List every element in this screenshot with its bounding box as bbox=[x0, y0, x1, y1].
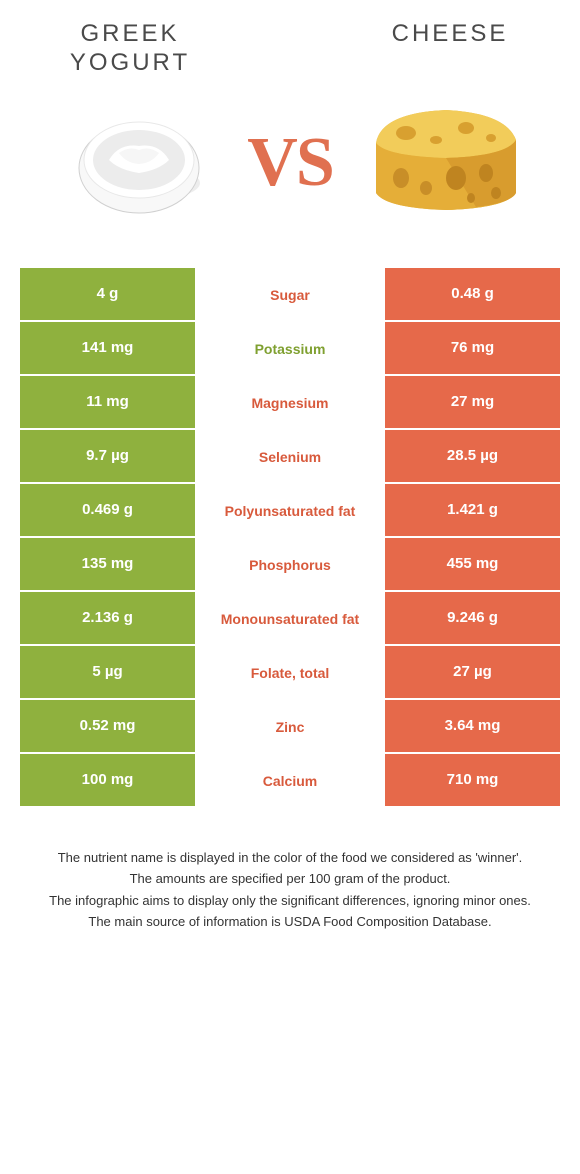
nutrient-label: Folate, total bbox=[195, 646, 385, 700]
right-value: 710 mg bbox=[385, 754, 560, 808]
table-row: 135 mgPhosphorus455 mg bbox=[20, 538, 560, 592]
nutrient-label: Selenium bbox=[195, 430, 385, 484]
footnote-line: The amounts are specified per 100 gram o… bbox=[30, 869, 550, 889]
table-row: 0.469 gPolyunsaturated fat1.421 g bbox=[20, 484, 560, 538]
hero-row: VS bbox=[0, 78, 580, 268]
nutrient-label: Phosphorus bbox=[195, 538, 385, 592]
left-value: 0.52 mg bbox=[20, 700, 195, 754]
footnotes: The nutrient name is displayed in the co… bbox=[0, 808, 580, 964]
nutrient-label: Monounsaturated fat bbox=[195, 592, 385, 646]
left-value: 135 mg bbox=[20, 538, 195, 592]
left-value: 9.7 µg bbox=[20, 430, 195, 484]
table-row: 5 µgFolate, total27 µg bbox=[20, 646, 560, 700]
nutrient-label: Calcium bbox=[195, 754, 385, 808]
table-row: 100 mgCalcium710 mg bbox=[20, 754, 560, 808]
footnote-line: The main source of information is USDA F… bbox=[30, 912, 550, 932]
title-right: CHEESE bbox=[340, 20, 560, 49]
title-left: GREEKYOGURT bbox=[20, 20, 240, 78]
right-value: 3.64 mg bbox=[385, 700, 560, 754]
table-row: 11 mgMagnesium27 mg bbox=[20, 376, 560, 430]
left-value: 100 mg bbox=[20, 754, 195, 808]
nutrient-label: Zinc bbox=[195, 700, 385, 754]
table-row: 2.136 gMonounsaturated fat9.246 g bbox=[20, 592, 560, 646]
right-value: 76 mg bbox=[385, 322, 560, 376]
nutrient-label: Potassium bbox=[195, 322, 385, 376]
table-row: 4 gSugar0.48 g bbox=[20, 268, 560, 322]
table-row: 0.52 mgZinc3.64 mg bbox=[20, 700, 560, 754]
right-value: 1.421 g bbox=[385, 484, 560, 538]
nutrient-label: Polyunsaturated fat bbox=[195, 484, 385, 538]
left-value: 2.136 g bbox=[20, 592, 195, 646]
table-row: 9.7 µgSelenium28.5 µg bbox=[20, 430, 560, 484]
left-value: 5 µg bbox=[20, 646, 195, 700]
footnote-line: The nutrient name is displayed in the co… bbox=[30, 848, 550, 868]
left-value: 11 mg bbox=[20, 376, 195, 430]
right-value: 27 mg bbox=[385, 376, 560, 430]
left-value: 141 mg bbox=[20, 322, 195, 376]
cheese-image bbox=[333, 88, 550, 238]
left-value: 0.469 g bbox=[20, 484, 195, 538]
right-value: 455 mg bbox=[385, 538, 560, 592]
right-value: 9.246 g bbox=[385, 592, 560, 646]
right-value: 27 µg bbox=[385, 646, 560, 700]
yogurt-image bbox=[30, 88, 247, 238]
right-value: 28.5 µg bbox=[385, 430, 560, 484]
right-value: 0.48 g bbox=[385, 268, 560, 322]
header: GREEKYOGURT CHEESE bbox=[0, 0, 580, 78]
left-value: 4 g bbox=[20, 268, 195, 322]
nutrient-table: 4 gSugar0.48 g141 mgPotassium76 mg11 mgM… bbox=[20, 268, 560, 808]
nutrient-label: Magnesium bbox=[195, 376, 385, 430]
nutrient-label: Sugar bbox=[195, 268, 385, 322]
table-row: 141 mgPotassium76 mg bbox=[20, 322, 560, 376]
footnote-line: The infographic aims to display only the… bbox=[30, 891, 550, 911]
vs-text: VS bbox=[247, 123, 332, 203]
